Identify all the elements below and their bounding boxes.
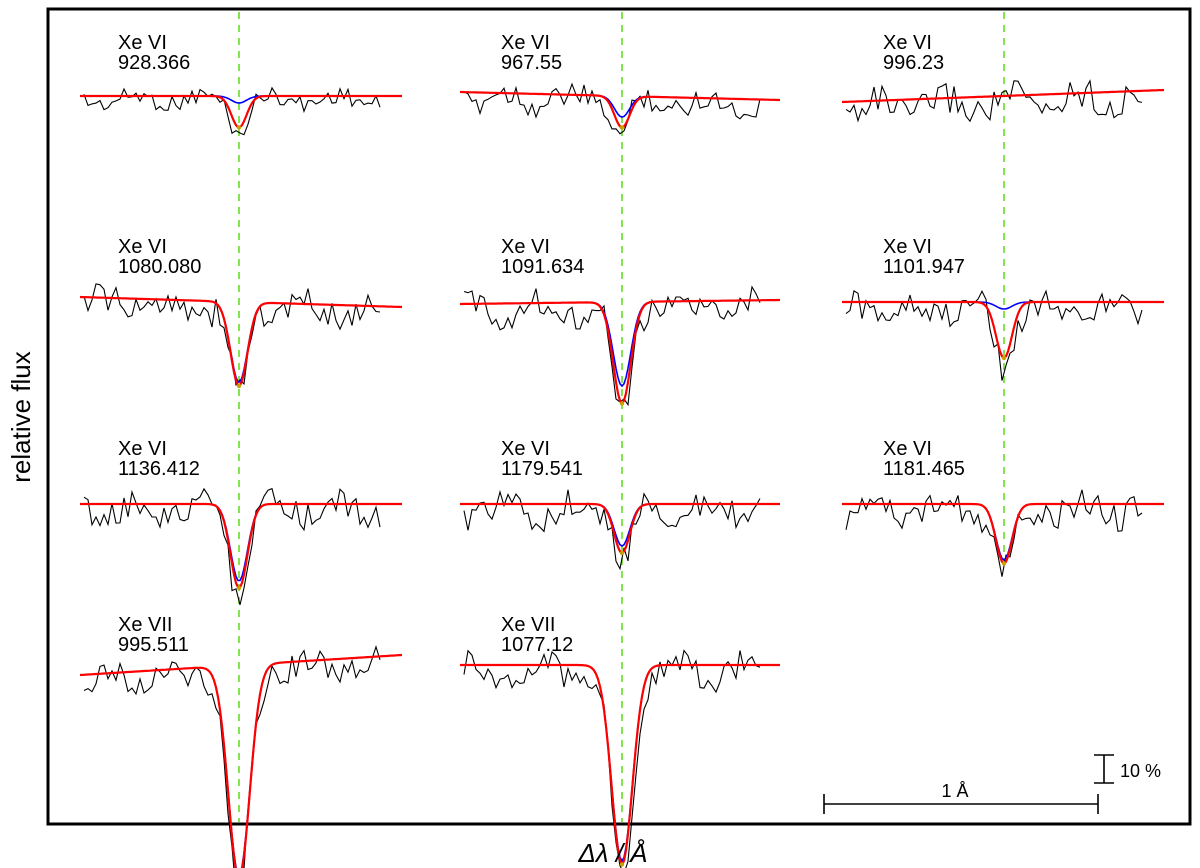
panel-wavelength-label: 967.55 (501, 52, 562, 74)
observed-spectrum (463, 82, 761, 135)
wavelength-scale-bar: 1 Å (823, 781, 1099, 814)
observed-spectrum (83, 487, 381, 606)
model-spectrum-red (80, 502, 402, 589)
model-spectrum-red (460, 298, 780, 406)
model-spectrum-red (79, 295, 403, 387)
model-spectrum-red (460, 502, 780, 555)
panel-ion-label: Xe VI (501, 438, 550, 460)
panel-wavelength-label: 995.511 (118, 634, 189, 656)
observed-spectrum (463, 649, 761, 868)
panel-ion-label: Xe VI (118, 438, 167, 460)
line-core-marker (1001, 355, 1007, 361)
panel-ion-label: Xe VI (883, 236, 932, 258)
observed-spectrum (463, 285, 761, 407)
plot-frame (46, 7, 1192, 826)
line-core-marker (236, 125, 242, 130)
line-core-marker (619, 862, 625, 867)
model-spectrum-red (460, 90, 780, 129)
panel-wavelength-label: 1181.465 (883, 458, 965, 480)
panel-wavelength-label: 996.23 (883, 52, 944, 74)
model-spectrum-red (841, 88, 1165, 104)
panel-wavelength-label: 1136.412 (118, 458, 200, 480)
model-spectrum-red (79, 653, 403, 868)
panel-wavelength-label: 1101.947 (883, 256, 965, 278)
model-spectrum-blue (79, 296, 403, 383)
model-spectrum-blue (79, 654, 403, 868)
model-spectrum-red (460, 663, 780, 867)
line-core-marker (619, 125, 625, 130)
observed-spectrum (845, 489, 1143, 577)
panel-wavelength-label: 1080.080 (118, 256, 201, 278)
observed-spectrum (845, 79, 1143, 123)
panel-wavelength-label: 1179.541 (501, 458, 583, 480)
panel-ion-label: Xe VI (883, 32, 932, 54)
x-axis-label: Δλ / Å (577, 838, 647, 868)
model-spectrum-red (842, 300, 1164, 360)
panel-ion-label: Xe VI (118, 32, 167, 54)
panel-ion-label: Xe VI (501, 236, 550, 258)
flux-scale-label: 10 % (1120, 761, 1161, 781)
line-core-marker (1001, 561, 1007, 566)
model-spectrum-blue (460, 299, 780, 388)
panel-ion-label: Xe VII (118, 614, 172, 636)
model-spectrum-red (80, 94, 402, 129)
observed-spectrum (845, 289, 1143, 381)
panel-ion-label: Xe VI (883, 438, 932, 460)
y-axis-label: relative flux (6, 351, 36, 483)
flux-scale-bar: 10 % (1094, 754, 1161, 784)
wavelength-scale-label: 1 Å (941, 781, 968, 801)
line-core-marker (619, 550, 625, 556)
line-core-marker (236, 585, 242, 591)
panel-wavelength-label: 1091.634 (501, 256, 584, 278)
panel-ion-label: Xe VI (501, 32, 550, 54)
line-core-marker (619, 401, 625, 406)
panel-ion-label: Xe VII (501, 614, 555, 636)
panel-wavelength-label: 928.366 (118, 52, 190, 74)
model-spectrum-blue (842, 503, 1164, 562)
model-spectrum-blue (460, 664, 780, 863)
model-spectrum-blue (460, 503, 780, 547)
line-core-marker (236, 383, 242, 389)
panel-ion-label: Xe VI (118, 236, 167, 258)
panel-wavelength-label: 1077.12 (501, 634, 573, 656)
